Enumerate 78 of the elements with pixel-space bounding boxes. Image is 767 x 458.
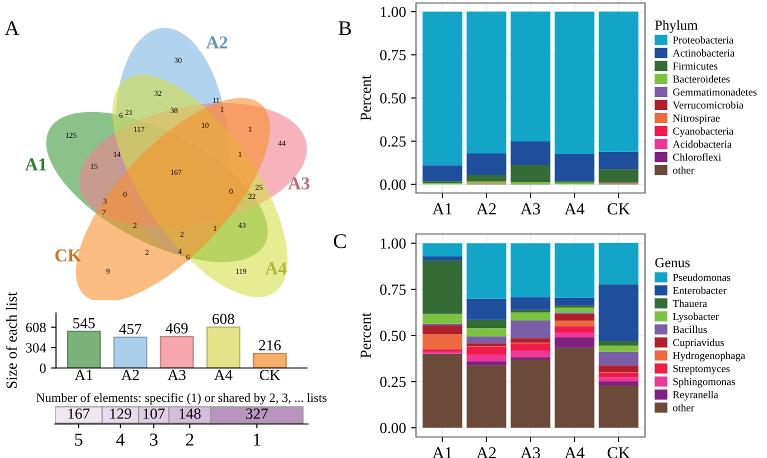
text: B [338, 21, 351, 36]
series-label: 3 [150, 434, 158, 446]
x-tick-label: CK [260, 370, 280, 380]
x-tick-label: A2 [476, 447, 496, 458]
legend-label: other [673, 404, 694, 412]
legend-label: Bacillus [672, 326, 707, 334]
legend-label: other [673, 166, 694, 174]
x-tick-label: A4 [564, 447, 584, 458]
y-tick-label: 0.00 [380, 422, 406, 434]
legend-label: Actinobacteria [672, 49, 735, 57]
series-label: 5 [75, 434, 82, 446]
y-axis-title: Percent [360, 75, 371, 120]
x-tick-label: A2 [476, 203, 496, 214]
data-label: 327 [246, 408, 268, 419]
series-label: 1 [254, 434, 260, 446]
y-axis-title: Percent [360, 312, 371, 358]
y-tick-label: 0.75 [380, 50, 406, 60]
legend-label: Cyanobacteria [673, 127, 734, 137]
legend-label: Hydrogenophaga [672, 352, 746, 362]
y-tick-label: 0.25 [380, 376, 406, 388]
data-label: 129 [110, 408, 132, 419]
data-label: 107 [144, 408, 165, 419]
y-tick-label: 1.00 [380, 6, 406, 18]
x-tick-label: A1 [432, 203, 452, 214]
y-tick-label: 0.50 [380, 330, 406, 342]
data-label: 148 [180, 408, 201, 419]
x-tick-label: A1 [432, 447, 452, 458]
category-label: A4 [265, 262, 287, 274]
legend-label: Cupriavidus [673, 338, 724, 348]
x-tick-label: A1 [74, 370, 92, 380]
data-label: 457 [119, 324, 142, 334]
x-tick-label: CK [608, 203, 630, 214]
x-tick-label: A3 [520, 447, 540, 458]
legend-label: Reyranella [672, 390, 718, 400]
text: Pseudomonas [672, 274, 730, 282]
x-tick-label: A4 [564, 203, 584, 214]
data-label: 608 [212, 314, 234, 324]
chart-title: C [334, 234, 346, 248]
category-label: A2 [206, 36, 228, 48]
legend-label: Firmicutes [672, 62, 718, 70]
data-label: 545 [73, 318, 95, 328]
x-tick-label: A3 [168, 370, 186, 380]
data-label: 167 [68, 408, 90, 419]
y-tick-label: 608 [26, 322, 46, 332]
x-tick-label: A2 [121, 370, 139, 380]
legend-title: Phylum [655, 20, 698, 33]
series-label: 2 [186, 434, 194, 446]
y-tick-label: 0.75 [380, 284, 406, 295]
data-label: 216 [259, 340, 281, 350]
y-tick-label: 304 [26, 343, 46, 353]
y-axis-title: Size of each list [6, 292, 17, 388]
text: Thauera [672, 300, 708, 308]
legend-label: Verrucomicrobia [672, 101, 744, 109]
legend-label: Acidobacteria [672, 140, 732, 148]
x-tick-label: A4 [214, 370, 232, 380]
y-tick-label: 1.00 [380, 238, 406, 249]
chart-title: Number of elements: specific (1) or shared by 2, 3, ... lists [36, 393, 326, 405]
category-label: A3 [288, 177, 310, 190]
legend-label: Proteobacteria [672, 36, 734, 44]
y-tick-label: 0 [40, 364, 46, 373]
legend-label: Nitrospirae [672, 114, 720, 124]
legend-label: Streptomyces [673, 365, 730, 374]
x-tick-label: A3 [520, 203, 540, 214]
text: Lysobacter [672, 312, 719, 322]
y-tick-label: 0.00 [380, 180, 406, 190]
text: A [4, 21, 20, 36]
legend-label: Bacteroidetes [672, 75, 730, 83]
legend-label: Chloroflexi [673, 153, 722, 161]
series-label: 4 [116, 434, 125, 446]
x-tick-label: CK [608, 447, 630, 458]
y-tick-label: 0.25 [380, 136, 406, 147]
legend-label: Gemmatimonadetes [673, 88, 757, 96]
y-tick-label: 0.50 [380, 93, 406, 104]
category-label: A1 [25, 158, 46, 170]
data-label: 469 [166, 323, 188, 334]
text: Enterobacter [672, 286, 726, 294]
legend-label: Sphingomonas [673, 378, 735, 388]
legend-title: Genus [655, 258, 690, 268]
